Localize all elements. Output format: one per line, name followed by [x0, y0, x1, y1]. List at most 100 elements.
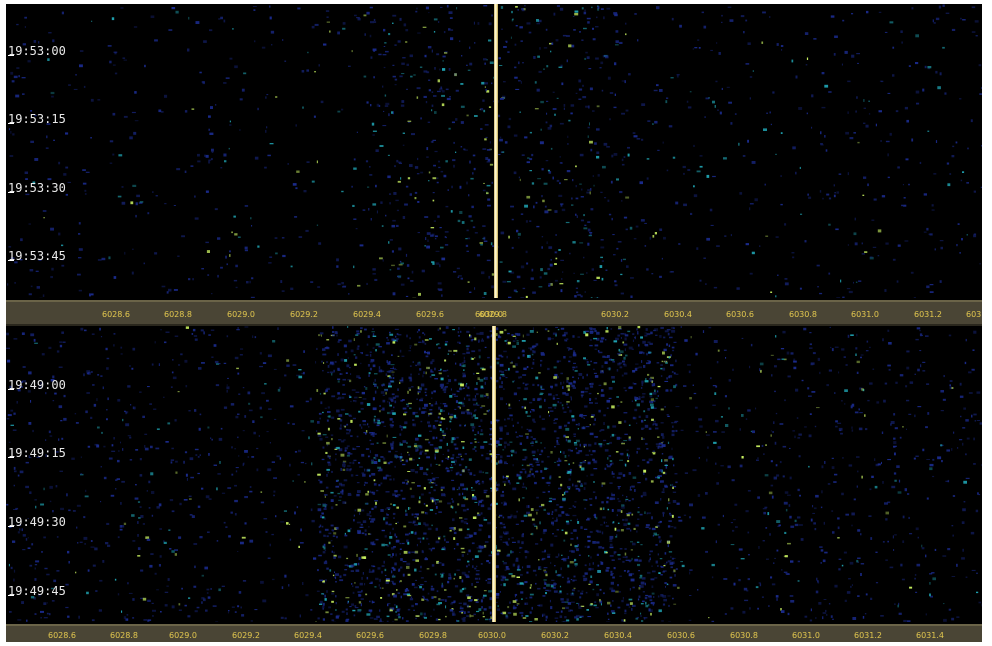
- signal-speck: [353, 400, 355, 402]
- signal-speck: [144, 447, 149, 451]
- signal-speck: [426, 568, 430, 570]
- signal-speck: [603, 382, 607, 386]
- signal-speck: [432, 547, 435, 550]
- signal-speck: [446, 369, 449, 371]
- signal-speck: [651, 592, 655, 595]
- signal-speck: [565, 438, 568, 442]
- signal-speck: [467, 281, 470, 283]
- signal-speck: [319, 332, 324, 335]
- signal-speck: [476, 382, 478, 385]
- signal-speck: [515, 337, 517, 340]
- signal-speck: [510, 514, 513, 518]
- signal-speck: [525, 411, 528, 414]
- signal-speck: [554, 535, 558, 537]
- signal-speck: [554, 446, 556, 448]
- signal-speck: [693, 392, 697, 395]
- signal-speck: [393, 568, 396, 571]
- signal-speck: [356, 347, 360, 350]
- signal-speck: [594, 515, 596, 518]
- signal-speck: [516, 342, 519, 345]
- signal-speck: [441, 430, 445, 433]
- signal-speck: [438, 160, 440, 163]
- signal-speck: [419, 66, 423, 68]
- signal-speck: [341, 190, 344, 193]
- signal-speck: [698, 47, 701, 49]
- signal-speck: [363, 484, 366, 486]
- signal-speck: [562, 392, 566, 395]
- signal-speck: [901, 41, 903, 44]
- signal-speck: [426, 147, 429, 151]
- signal-speck: [445, 605, 447, 609]
- signal-speck: [430, 234, 434, 237]
- signal-speck: [433, 498, 436, 502]
- signal-speck: [154, 572, 157, 575]
- signal-speck: [524, 470, 527, 474]
- signal-speck: [560, 567, 562, 571]
- signal-speck: [775, 335, 777, 338]
- signal-speck: [348, 65, 351, 67]
- signal-speck: [178, 364, 181, 366]
- signal-speck: [426, 156, 429, 158]
- signal-speck: [310, 281, 314, 283]
- signal-speck: [292, 423, 295, 425]
- signal-speck: [514, 43, 517, 46]
- signal-speck: [28, 457, 32, 459]
- signal-speck: [416, 87, 421, 90]
- signal-speck: [500, 397, 504, 401]
- signal-speck: [749, 203, 754, 205]
- signal-speck: [499, 330, 504, 334]
- signal-speck: [804, 240, 807, 243]
- signal-speck: [885, 518, 888, 521]
- signal-speck: [870, 537, 873, 540]
- signal-speck: [590, 454, 593, 456]
- signal-speck: [617, 334, 620, 337]
- signal-speck: [51, 600, 55, 602]
- signal-speck: [414, 551, 418, 554]
- signal-speck: [568, 609, 571, 612]
- signal-speck: [372, 268, 376, 271]
- signal-speck: [852, 617, 857, 620]
- signal-speck: [545, 467, 549, 470]
- signal-speck: [65, 193, 68, 196]
- signal-speck: [595, 26, 599, 28]
- signal-speck: [915, 591, 918, 593]
- signal-speck: [158, 363, 160, 366]
- signal-speck: [459, 589, 463, 593]
- signal-speck: [661, 360, 663, 363]
- signal-speck: [235, 467, 239, 469]
- signal-speck: [266, 431, 269, 433]
- signal-speck: [317, 434, 322, 437]
- signal-speck: [389, 376, 391, 378]
- signal-speck: [561, 208, 566, 212]
- signal-speck: [401, 377, 404, 381]
- signal-speck: [392, 339, 397, 342]
- signal-speck: [417, 444, 422, 448]
- signal-speck: [633, 527, 636, 530]
- signal-speck: [120, 346, 123, 349]
- signal-speck: [454, 463, 457, 466]
- signal-speck: [483, 236, 486, 240]
- signal-speck: [394, 533, 396, 537]
- signal-speck: [85, 171, 90, 173]
- signal-speck: [445, 466, 448, 469]
- signal-speck: [420, 577, 424, 579]
- signal-speck: [370, 433, 373, 436]
- signal-speck: [574, 13, 579, 16]
- signal-speck: [486, 335, 490, 339]
- top-waterfall-panel[interactable]: 19:53:00 19:53:15 19:53:30 19:53:45: [6, 4, 982, 298]
- signal-speck: [466, 411, 471, 415]
- signal-speck: [521, 406, 524, 409]
- signal-speck: [615, 30, 619, 33]
- signal-speck: [402, 399, 405, 401]
- signal-speck: [370, 443, 374, 445]
- signal-speck: [662, 351, 665, 355]
- signal-speck: [597, 530, 602, 533]
- signal-speck: [314, 23, 319, 26]
- signal-speck: [392, 504, 396, 507]
- signal-speck: [706, 237, 710, 241]
- bottom-waterfall-panel[interactable]: 19:49:00 19:49:15 19:49:30 19:49:45: [6, 326, 982, 622]
- signal-speck: [859, 387, 863, 390]
- signal-speck: [552, 403, 557, 407]
- signal-speck: [742, 155, 746, 157]
- signal-speck: [622, 341, 625, 344]
